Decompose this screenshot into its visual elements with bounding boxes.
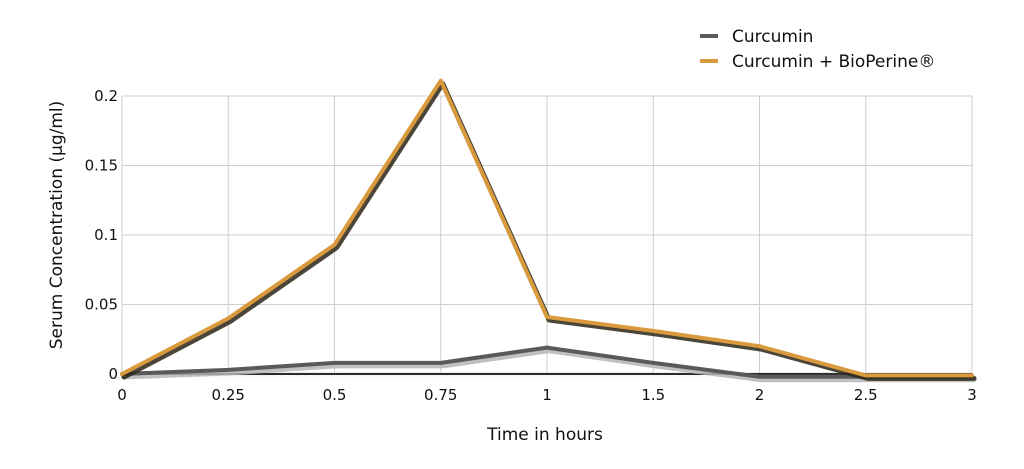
x-tick-label: 2: [755, 386, 765, 404]
data-point: [545, 345, 549, 350]
data-point: [651, 329, 656, 333]
x-tick-label: 1: [542, 386, 552, 404]
series-group: [120, 345, 977, 383]
y-tick-labels: 0 0.05 0.1 0.15 0.2: [85, 87, 118, 383]
legend-label-curcumin: Curcumin: [732, 27, 813, 47]
y-tick-label: 0.15: [85, 157, 118, 175]
x-tick-label: 0: [117, 386, 127, 404]
data-point: [120, 372, 124, 376]
data-point: [545, 315, 549, 319]
data-point: [970, 373, 974, 378]
series-layer: [120, 78, 977, 383]
y-tick-label: 0.05: [85, 296, 118, 314]
x-tick-label: 3: [967, 386, 977, 404]
x-tick-label: 1.5: [641, 386, 665, 404]
data-point: [332, 242, 337, 247]
data-point: [757, 344, 762, 349]
x-tick-label: 2.5: [854, 386, 878, 404]
x-tick-labels: 0 0.25 0.5 0.75 1 1.5 2 2.5 3: [117, 386, 977, 404]
data-point: [438, 361, 443, 365]
x-tick-label: 0.5: [323, 386, 347, 404]
y-axis-title: Serum Concentration (µg/ml): [47, 101, 67, 350]
series-line-shadow: [121, 348, 977, 383]
x-tick-label: 0.25: [212, 386, 245, 404]
data-point: [226, 368, 231, 372]
x-tick-label: 0.75: [424, 386, 457, 404]
data-point: [438, 78, 443, 83]
data-point: [226, 316, 231, 321]
data-point: [332, 361, 337, 365]
grid: [121, 95, 973, 374]
plot-area: 0 0.25 0.5 0.75 1 1.5 2 2.5 3 0 0.05 0.1 0.15 0.2: [85, 78, 977, 404]
y-tick-label: 0: [108, 365, 118, 383]
series-group: [120, 78, 977, 381]
x-axis-title: Time in hours: [486, 425, 603, 445]
legend: Curcumin Curcumin + BioPerine®: [700, 27, 935, 72]
series-line-shadow: [121, 81, 977, 381]
y-tick-label: 0.1: [94, 226, 118, 244]
data-point: [757, 374, 762, 379]
legend-label-curcumin-bioperine: Curcumin + BioPerine®: [732, 52, 935, 72]
y-tick-label: 0.2: [94, 87, 118, 105]
data-point: [863, 373, 868, 378]
data-point: [651, 361, 656, 365]
